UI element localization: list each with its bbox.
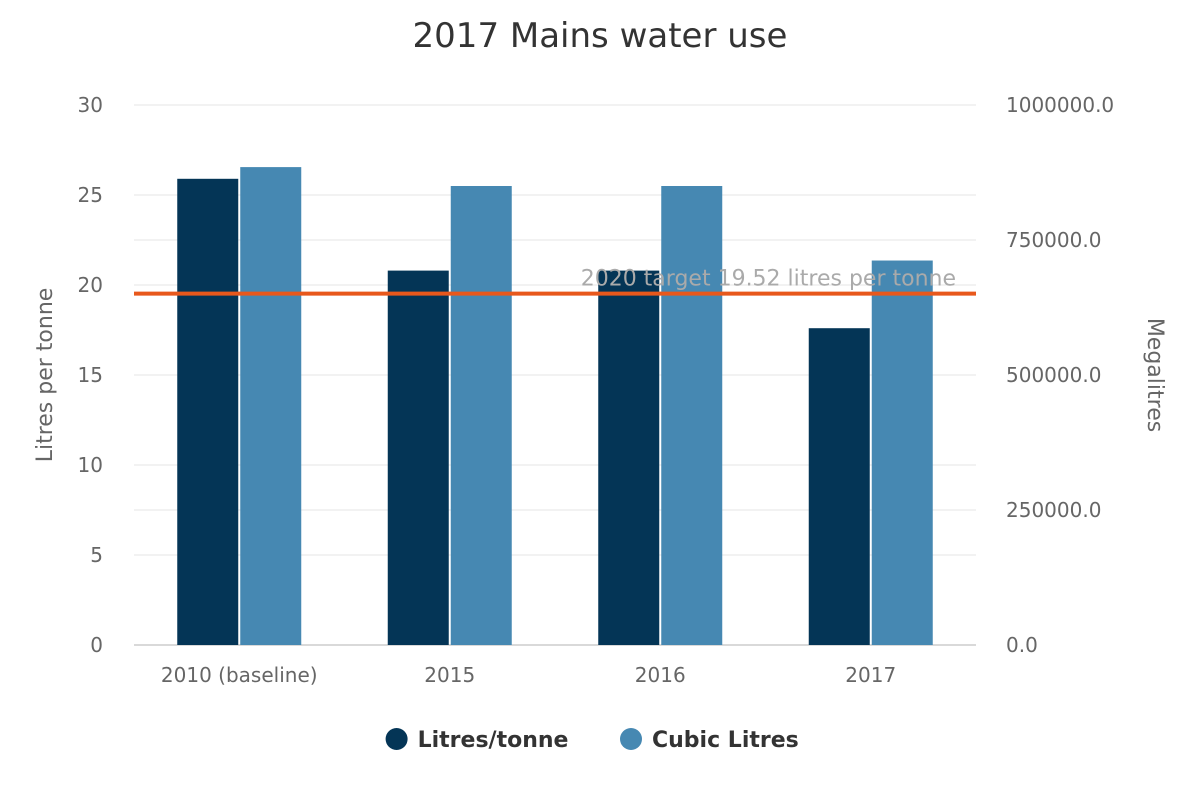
x-tick-label: 2016 [635, 663, 686, 687]
x-tick-label: 2010 (baseline) [161, 663, 318, 687]
right-tick-label: 750000.0 [1006, 228, 1101, 252]
left-axis-title: Litres per tonne [33, 288, 58, 463]
bar [177, 178, 239, 646]
bar [240, 167, 302, 645]
left-axis-ticks: 0 5 10 15 20 25 30 [78, 93, 103, 657]
bar [598, 270, 660, 645]
x-tick-label: 2017 [845, 663, 896, 687]
left-tick-label: 15 [78, 363, 103, 387]
bar [450, 186, 512, 645]
legend-marker [385, 728, 408, 750]
legend: Litres/tonne Cubic Litres [385, 728, 799, 753]
x-axis-ticks: 2010 (baseline) 2015 2016 2017 [161, 663, 896, 687]
left-tick-label: 25 [78, 183, 103, 207]
bar [871, 260, 933, 645]
bar [808, 328, 870, 645]
left-tick-label: 5 [90, 543, 103, 567]
right-axis-title: Megalitres [1142, 318, 1167, 432]
left-tick-label: 30 [78, 93, 103, 117]
right-tick-label: 500000.0 [1006, 363, 1101, 387]
target-label: 2020 target 19.52 litres per tonne [581, 267, 956, 292]
right-tick-label: 250000.0 [1006, 498, 1101, 522]
right-axis-ticks: 0.0 250000.0 500000.0 750000.0 1000000.0 [1006, 93, 1114, 657]
legend-item-label: Cubic Litres [652, 728, 799, 753]
target-reference: 2020 target 19.52 litres per tonne [134, 267, 976, 296]
bar [661, 186, 723, 645]
legend-marker [620, 728, 642, 750]
bar [387, 270, 449, 645]
right-tick-label: 0.0 [1006, 633, 1038, 657]
left-tick-label: 10 [78, 453, 103, 477]
left-tick-label: 0 [90, 633, 103, 657]
chart-title: 2017 Mains water use [413, 16, 788, 56]
x-tick-label: 2015 [424, 663, 475, 687]
left-tick-label: 20 [78, 273, 103, 297]
bars [177, 167, 933, 646]
right-tick-label: 1000000.0 [1006, 93, 1114, 117]
legend-item-label: Litres/tonne [418, 728, 569, 753]
